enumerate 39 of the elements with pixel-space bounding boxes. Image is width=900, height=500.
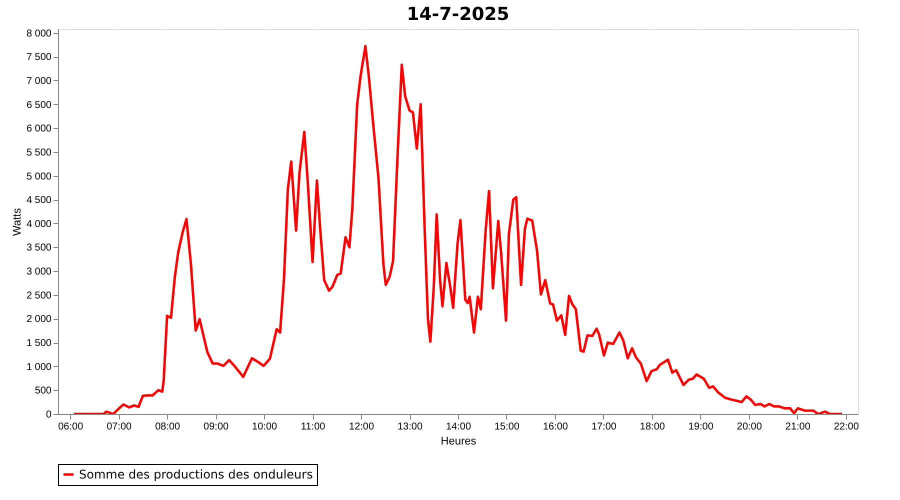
y-tick-label: 2 500 [26, 290, 52, 302]
y-tick-label: 3 500 [26, 242, 52, 254]
y-tick-label: 2 000 [26, 314, 52, 326]
y-tick-label: 4 000 [26, 218, 52, 230]
x-tick-label: 11:00 [300, 422, 326, 432]
y-tick-label: 6 500 [26, 100, 52, 111]
x-tick-label: 10:00 [252, 422, 278, 432]
x-tick-label: 09:00 [204, 422, 230, 432]
x-tick-label: 08:00 [155, 422, 181, 432]
x-tick-label: 16:00 [542, 422, 568, 432]
x-tick-label: 07:00 [106, 422, 132, 432]
chart-title: 14-7-2025 [406, 4, 510, 25]
x-tick-label: 14:00 [446, 422, 472, 432]
y-tick-label: 7 500 [26, 52, 52, 64]
x-tick-label: 17:00 [591, 422, 617, 432]
x-tick-label: 13:00 [398, 422, 423, 432]
y-tick-label: 8 000 [26, 28, 52, 40]
y-tick-label: 5 000 [26, 171, 52, 182]
y-tick-label: 1 500 [26, 338, 52, 350]
x-axis-title: Heures [440, 436, 477, 448]
y-tick-label: 3 000 [26, 266, 52, 278]
x-tick-label: 06:00 [58, 422, 84, 432]
x-tick-label: 19:00 [688, 422, 714, 432]
y-tick-label: 0 [46, 410, 52, 420]
x-tick-label: 22:00 [834, 422, 860, 432]
x-tick-label: 20:00 [736, 422, 762, 432]
y-axis-title: Watts [11, 208, 24, 236]
x-tick-label: 15:00 [494, 422, 520, 432]
y-tick-label: 500 [34, 386, 52, 397]
line-series [72, 44, 844, 414]
y-tick-label: 4 500 [26, 195, 52, 206]
legend-label: Somme des productions des onduleurs [79, 468, 313, 482]
x-tick-label: 12:00 [349, 422, 374, 432]
x-tick-label: 21:00 [785, 422, 811, 432]
y-tick-label: 6 000 [26, 124, 52, 135]
x-tick-label: 18:00 [640, 422, 666, 432]
y-tick-label: 5 500 [26, 147, 52, 158]
y-tick-label: 7 000 [26, 76, 52, 87]
y-tick-label: 1 000 [26, 362, 52, 373]
